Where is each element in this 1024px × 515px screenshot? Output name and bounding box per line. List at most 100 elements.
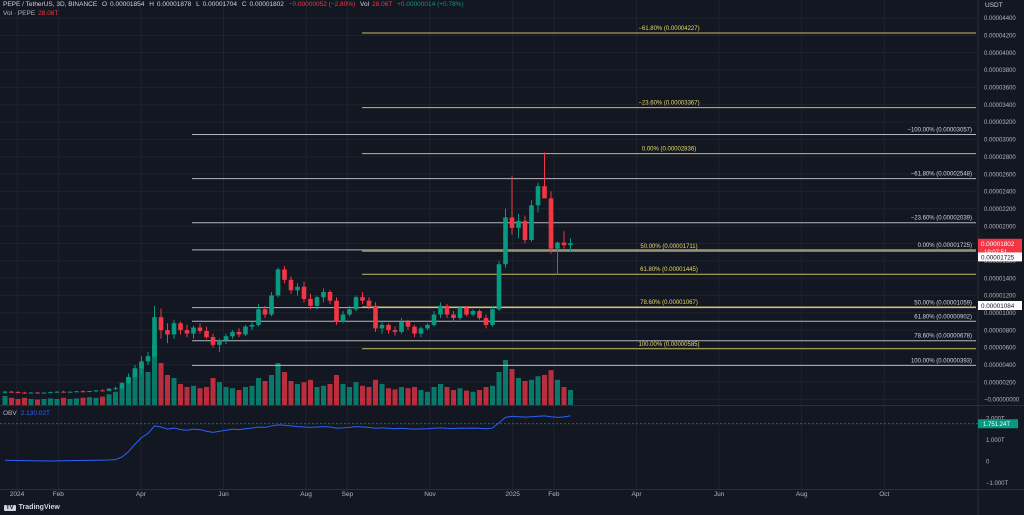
obv-legend-label: OBV	[3, 410, 17, 417]
volume-bar	[22, 397, 27, 405]
price-marker-label: 0.00001802	[981, 241, 1015, 248]
volume-bar	[15, 399, 21, 405]
y-tick-label: 0.00003000	[984, 138, 1016, 144]
volume-bar	[379, 384, 385, 405]
y-tick-label: 0.00004000	[984, 51, 1016, 57]
change-value: −0.00000052 (−2.80%)	[288, 1, 356, 8]
volume-bar	[243, 387, 248, 405]
candle-body	[470, 311, 476, 315]
y-tick-label: 0.00003400	[984, 103, 1016, 109]
volume-bar	[308, 379, 313, 405]
candle-body	[373, 305, 378, 329]
x-tick-label: Feb	[53, 491, 65, 498]
volume-bar	[366, 387, 372, 405]
candle-body	[132, 368, 138, 377]
candle-body	[347, 309, 352, 315]
candle-body	[399, 321, 404, 332]
close-value: 0.00001802	[249, 1, 284, 8]
candle-body	[340, 314, 346, 322]
y-tick-label: 0.00002800	[984, 155, 1016, 161]
candle-body	[555, 242, 560, 249]
candle-body	[392, 330, 398, 332]
obv-marker-label: 1.751.24T	[983, 422, 1010, 428]
axis-unit[interactable]: USDT	[985, 2, 1003, 9]
candle-body	[197, 327, 203, 332]
fib-level-label: 50.00% (0.00001059)	[914, 301, 972, 307]
x-tick-label: Oct	[879, 491, 889, 498]
candle-body	[464, 307, 469, 315]
volume-bar	[301, 382, 307, 405]
obv-legend[interactable]: OBV 2.130.02T	[3, 410, 50, 417]
y-tick-label: 0.00004400	[984, 16, 1016, 22]
volume-bar	[145, 372, 151, 405]
pos-change-value: +0.00000014 (+0.78%)	[397, 1, 464, 8]
candle-body	[535, 186, 541, 206]
vol-label: Vol	[360, 1, 370, 8]
volume-bar	[132, 369, 138, 405]
candle-body	[548, 198, 554, 249]
price-markers: 1.751.24T0.0000180219:07:510.000017250.0…	[978, 238, 1022, 429]
fib-level-label: −100.00% (0.00003057)	[907, 127, 972, 133]
symbol-header: PEPE / TetherUS, 3D, BINANCE O 0.00001854…	[3, 1, 467, 8]
volume-bar	[327, 384, 333, 405]
volume-bar	[288, 381, 294, 405]
volume-bars	[2, 345, 573, 405]
candle-body	[191, 327, 196, 334]
candle-body	[451, 314, 456, 318]
volume-legend[interactable]: Vol · PEPE 28.06T	[3, 10, 58, 17]
volume-bar	[483, 387, 489, 405]
candle-body	[126, 376, 131, 384]
fib-level-label: −23.60% (0.00002039)	[911, 216, 972, 222]
tradingview-logo[interactable]: TV TradingView	[4, 504, 60, 511]
volume-bar	[230, 388, 235, 405]
y-tick-label: 0.00003200	[984, 120, 1016, 126]
volume-bar	[48, 398, 53, 405]
fib-lines: −100.00% (0.00003057) −61.80% (0.00002548…	[192, 26, 976, 366]
symbol-title[interactable]: PEPE / TetherUS, 3D, BINANCE	[3, 1, 98, 8]
volume-bar	[139, 363, 144, 405]
volume-bar	[171, 378, 177, 405]
candle-body	[223, 336, 229, 341]
x-tick-label: Nov	[424, 491, 436, 498]
fib-level-label: −61.80% (0.00004227)	[638, 26, 699, 32]
volume-bar	[321, 385, 326, 405]
y-tick-label: 0.00003800	[984, 68, 1016, 74]
candle-body	[15, 392, 21, 394]
candle-body	[477, 311, 482, 318]
candle-body	[516, 220, 521, 228]
time-axis: 2024 Feb Apr Jun Aug Sep Nov 2025 Feb Apr Jun Aug Oc…	[10, 491, 890, 498]
candle-body	[457, 307, 463, 318]
volume-bar	[9, 397, 14, 405]
candle-body	[386, 324, 391, 331]
volume-bar	[470, 391, 476, 405]
candle-body	[100, 390, 105, 392]
volume-bar	[347, 387, 352, 405]
candle-body	[405, 321, 411, 327]
volume-bar	[496, 372, 502, 405]
candle-body	[61, 391, 66, 393]
fib-level-label: −23.60% (0.00003367)	[638, 101, 699, 107]
x-tick-label: Feb	[548, 491, 560, 498]
x-tick-label: Sep	[342, 491, 354, 498]
candle-body	[509, 217, 515, 228]
candle-body	[230, 331, 235, 337]
volume-bar	[314, 387, 320, 405]
volume-bar	[438, 384, 443, 405]
fib-level-label: 78.60% (0.00001067)	[640, 300, 698, 306]
x-tick-label: 2025	[505, 491, 520, 498]
candle-body	[431, 314, 437, 325]
candle-body	[28, 392, 34, 394]
obv-tick-label: −1.000T	[986, 481, 1009, 487]
volume-bar	[80, 397, 86, 405]
fib-level-label: 0.00% (0.00002836)	[642, 147, 696, 153]
obv-pane	[0, 415, 978, 462]
volume-bar	[503, 360, 508, 405]
volume-bar	[425, 391, 430, 405]
volume-bar	[61, 397, 66, 405]
volume-bar	[217, 382, 222, 405]
candle-body	[308, 298, 313, 306]
fib-level-label: 0.00% (0.00001725)	[918, 243, 972, 249]
candle-body	[288, 279, 294, 291]
candle-body	[496, 264, 502, 310]
